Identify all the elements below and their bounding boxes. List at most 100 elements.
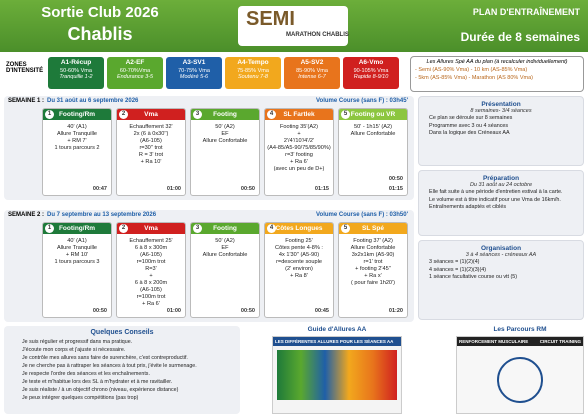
zone-name: A2-EF (125, 59, 145, 66)
day-card: 2 Vma Echauffement 32' 2x (6 à 0x30'') (A6-1… (116, 108, 186, 196)
guide-image: LES DIFFÉRENTES ALLURES POUR LES SÉANCES… (272, 336, 402, 414)
day-line: (avec un peu de D+) (273, 166, 325, 172)
panel: Préparation Du 31 août au 24 octobre Elle … (418, 170, 584, 236)
day-time: 00:50 (240, 308, 255, 314)
day-line: Footing 25' (285, 238, 313, 244)
day-line: 6 à 8 x 200m (134, 280, 168, 286)
zone-name: A5-SV2 (300, 59, 324, 66)
day-header: 5 SL Spé (339, 223, 407, 234)
conseils-title: Quelques Conseils (90, 329, 154, 336)
zone-pct: 50-60% Vma (60, 68, 92, 74)
day-line: (A6-105) (140, 287, 162, 293)
panel-item: 4 séances = (1)(2)(3)(4) (429, 266, 487, 273)
day-line: Footing 35'(A2) (279, 124, 319, 130)
panel-title: Présentation (481, 101, 521, 108)
panel-item: Le volume est à titre indicatif pour une… (429, 196, 561, 203)
day-body: 50' (A2) EF Allure Confortable (191, 238, 259, 259)
day-num: 2 (119, 224, 128, 233)
day-time: 01:00 (166, 186, 181, 192)
conseils: Quelques Conseils Je suis régulier et pr… (4, 326, 240, 414)
parcours-banner-text: RENFORCEMENT MUSCULAIRE (459, 339, 529, 344)
panel-item: Dans la logique des Créneaux AA (429, 130, 510, 136)
day-time: 01:20 (388, 308, 403, 314)
panel-item: 1 séance facultative course ou vtt (5) (429, 274, 518, 280)
day-line: r=1' trot (363, 259, 383, 265)
day-line: + Ra 6' (290, 159, 308, 165)
day-line: 40' (A1) (67, 124, 87, 130)
day-num: 2 (119, 110, 128, 119)
day-body: Echauffement 25' 6 à 8 x 300m (A6-105) r=10… (117, 238, 185, 308)
day-line: 3x2x1km (A5-90) (351, 252, 395, 258)
guide-title: Guide d'Allures AA (307, 326, 367, 333)
day-card: 5 Footing ou VR 50' - 1h15' (A2) Allure Con… (338, 108, 408, 196)
day-header: 2 Vma (117, 223, 185, 234)
day-title: Footing ou VR (350, 111, 396, 118)
week: SEMAINE 2 : Du 7 septembre au 13 septembr… (4, 210, 414, 322)
conseil: Je suis régulier et progressif dans ma p… (22, 339, 133, 345)
day-line: Echauffement 32' (129, 124, 173, 130)
day-line: (A4-85/A5-90/75/85/90%) (267, 145, 331, 151)
zone-pct: 75-85% Vma (237, 68, 269, 74)
panel-sub: Du 31 août au 24 octobre (469, 182, 533, 188)
day-body: Footing 25' Côtes pente 4-8% :4x 1'30'' (… (265, 238, 333, 280)
zones-label: ZONES D'INTENSITÉ (6, 62, 44, 74)
logo: SEMI (246, 8, 295, 30)
day-line: 50' (A2) (215, 238, 235, 244)
day-time: 01:15 (388, 186, 403, 192)
day-body: Footing 37' (A2) Allure Confortable 3x2x1k… (339, 238, 407, 287)
day-line: + Ra x' (364, 273, 382, 279)
day-line: r=100m trot (136, 259, 166, 265)
conseil: Je suis réaliste / à un objectif chrono … (22, 387, 179, 393)
day-line: 40' (A1) (67, 238, 87, 244)
day-line: 50' - 1h15' (A2) (354, 124, 392, 130)
day-body: Echauffement 32' 2x (6 à 0x30'') (A6-105) r… (117, 124, 185, 166)
zone-name: A4-Tempo (237, 59, 269, 66)
conseil: Je contrôle mes allures sans faire de su… (22, 355, 188, 361)
zone: A5-SV2 85-90% Vma Intense 6-7 (284, 57, 340, 89)
zone-feel: Rapide 8-9/10 (353, 74, 389, 80)
parcours-image: RENFORCEMENT MUSCULAIRE CIRCUIT TRAINING (456, 336, 584, 414)
day-body: Footing 35'(A2) +2'/4'/10'/4'/2' (A4-85/A5… (265, 124, 333, 173)
day-card: 1 Footing/Rm 40' (A1) Allure Tranquille + RM… (42, 108, 112, 196)
day-body: 50' - 1h15' (A2) Allure Confortable (339, 124, 407, 138)
conseil: J'écoute mon corps et j'ajuste si nécess… (22, 347, 126, 353)
day-line: R=3' (145, 266, 157, 272)
title: Sortie Club 2026 (41, 4, 159, 21)
day-line: Allure Confortable (202, 252, 248, 258)
day-body: 50' (A2) EF Allure Confortable (191, 124, 259, 145)
zone-feel: Intense 6-7 (298, 74, 326, 80)
zone: A3-SV1 70-75% Vma Modéré 5-6 (166, 57, 222, 89)
day-card: 4 Côtes Longues Footing 25' Côtes pente 4-8… (264, 222, 334, 318)
week: SEMAINE 1 : Du 31 août au 6 septembre 202… (4, 96, 414, 200)
day-line: Allure Tranquille (56, 245, 98, 251)
day-num: 4 (267, 224, 276, 233)
day-header: 1 Footing/Rm (43, 223, 111, 234)
circuit-ring (497, 357, 543, 403)
day-line: Footing 37' (A2) (353, 238, 393, 244)
day-line: + Ra 8' (290, 273, 308, 279)
panel-title: Organisation (480, 245, 522, 252)
zone: A2-EF 60-70%Vma Endurance 3-5 (107, 57, 163, 89)
zone-name: A1-Récup (60, 59, 92, 66)
day-card: 3 Footing 50' (A2) EF Allure Confortable 00:5… (190, 222, 260, 318)
day-header: 3 Footing (191, 109, 259, 120)
day-line: + RM 7' (67, 138, 87, 144)
parcours-circuit: CIRCUIT TRAINING (539, 339, 581, 344)
subtitle: Chablis (67, 24, 133, 44)
week-header: SEMAINE 2 : Du 7 septembre au 13 septembr… (8, 212, 156, 218)
day-line: (A6-105) (140, 138, 162, 144)
zone-feel: Modéré 5-6 (179, 74, 209, 80)
week-label: SEMAINE 1 : (8, 98, 45, 104)
day-line: (2' environ) (285, 266, 313, 272)
panel-item: Ce plan se déroule sur 8 semaines (429, 115, 513, 121)
day-line: EF (221, 245, 229, 251)
zone-feel: Tranquille 1-2 (59, 74, 93, 80)
day-body: 40' (A1) Allure Tranquille + RM 7' 1 tours … (43, 124, 111, 152)
day-line: + Ra 6' (142, 301, 160, 307)
allures-line: - 5km (AS-85% Vma) - Marathon (AS 80% Vm… (415, 75, 533, 81)
panel-title: Préparation (482, 175, 520, 182)
week-volume: Volume Course (sans F) : 03h45' (315, 98, 408, 104)
day-line: + (297, 131, 301, 137)
parcours-banner: RENFORCEMENT MUSCULAIRE CIRCUIT TRAINING (457, 337, 583, 346)
